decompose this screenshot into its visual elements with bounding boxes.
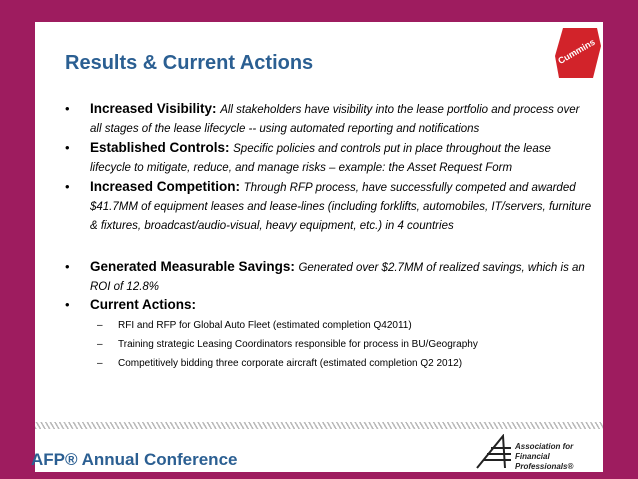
- bullet: • Generated Measurable Savings: Generated…: [65, 259, 585, 293]
- org-line: Association for: [515, 442, 574, 451]
- slide-title: Results & Current Actions: [65, 52, 314, 74]
- bullet: • Increased Visibility: All stakeholders …: [65, 101, 580, 135]
- divider-stripe: [35, 422, 603, 429]
- org-name: Association for Financial Professionals®: [515, 442, 603, 472]
- afp-logo: [476, 434, 511, 469]
- sub-item-text: Competitively bidding three corporate ai…: [118, 358, 463, 369]
- bullet: • Current Actions:: [65, 297, 197, 312]
- bullet-label: Increased Competition:: [90, 179, 241, 194]
- bullet-text: Through RFP process, have successfully c…: [90, 182, 592, 232]
- logo: Cummins: [555, 28, 601, 78]
- bullet-text: All stakeholders have visibility into th…: [90, 104, 580, 135]
- org-line: Financial Professionals®: [515, 452, 574, 471]
- bullet-label: Increased Visibility:: [90, 101, 217, 116]
- sub-item-text: Training strategic Leasing Coordinators …: [118, 339, 478, 350]
- content-area: Results & Current Actions Cummins • Incre…: [31, 22, 603, 472]
- bullet-text: Generated over $2.7MM of realized saving…: [90, 262, 585, 293]
- bullet-label: Established Controls:: [90, 140, 230, 155]
- sub-item-text: RFI and RFP for Global Auto Fleet (estim…: [118, 320, 412, 331]
- bullet-label: Current Actions:: [90, 297, 197, 312]
- sub-item: – Training strategic Leasing Coordinators…: [97, 339, 478, 350]
- footer-title: AFP® Annual Conference: [31, 450, 238, 469]
- bullet: • Increased Competition: Through RFP proc…: [65, 179, 592, 232]
- bullet-label: Generated Measurable Savings:: [90, 259, 295, 274]
- bullet: • Established Controls: Specific policies…: [65, 140, 551, 174]
- sub-item: – RFI and RFP for Global Auto Fleet (esti…: [97, 320, 412, 331]
- sub-item: – Competitively bidding three corporate a…: [97, 358, 463, 369]
- bullet-text: Specific policies and controls put in pl…: [90, 143, 551, 174]
